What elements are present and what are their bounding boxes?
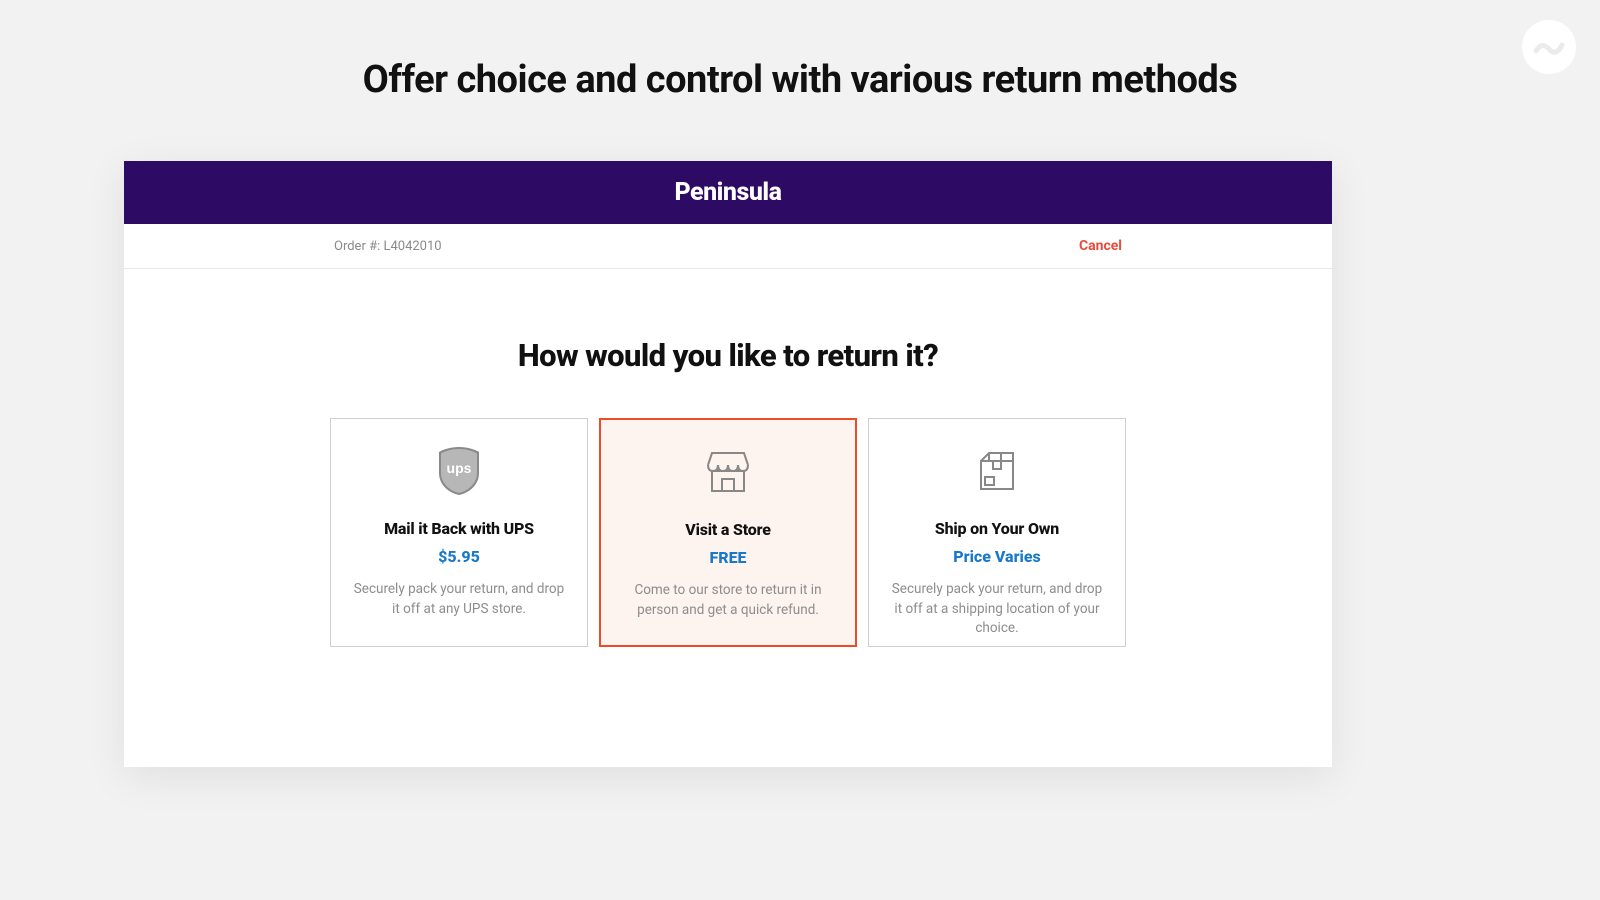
svg-text:ups: ups <box>447 460 472 476</box>
option-card-own[interactable]: Ship on Your Own Price Varies Securely p… <box>868 418 1126 647</box>
returns-app-window: Peninsula Order #: L4042010 Cancel How w… <box>124 161 1332 767</box>
brand-header: Peninsula <box>124 161 1332 224</box>
option-price: $5.95 <box>438 547 480 566</box>
content: How would you like to return it? ups Mai… <box>124 269 1332 767</box>
storefront-icon <box>702 448 754 496</box>
option-desc: Securely pack your return, and drop it o… <box>891 580 1103 639</box>
option-title: Visit a Store <box>685 520 770 539</box>
return-question: How would you like to return it? <box>184 337 1272 374</box>
option-title: Ship on Your Own <box>935 519 1059 538</box>
ups-shield-icon: ups <box>436 447 482 495</box>
cancel-button[interactable]: Cancel <box>1079 238 1122 254</box>
order-number: Order #: L4042010 <box>334 239 442 254</box>
option-title: Mail it Back with UPS <box>384 519 534 538</box>
brand-name: Peninsula <box>675 178 782 207</box>
option-card-store[interactable]: Visit a Store FREE Come to our store to … <box>599 418 857 647</box>
option-card-ups[interactable]: ups Mail it Back with UPS $5.95 Securely… <box>330 418 588 647</box>
box-package-icon <box>973 447 1021 495</box>
brand-badge <box>1522 20 1576 74</box>
option-desc: Come to our store to return it in person… <box>623 581 833 620</box>
page-title: Offer choice and control with various re… <box>0 0 1600 102</box>
option-price: FREE <box>709 548 746 567</box>
option-desc: Securely pack your return, and drop it o… <box>353 580 565 619</box>
order-bar: Order #: L4042010 Cancel <box>124 224 1332 269</box>
return-options: ups Mail it Back with UPS $5.95 Securely… <box>184 418 1272 647</box>
wave-icon <box>1531 29 1567 65</box>
option-price: Price Varies <box>953 547 1041 566</box>
